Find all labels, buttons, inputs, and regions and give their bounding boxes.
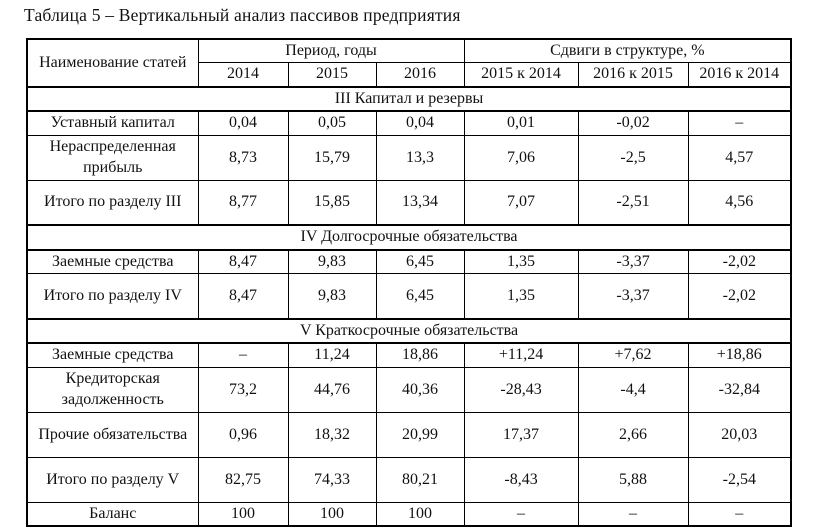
table-row: Уставный капитал 0,04 0,05 0,04 0,01 -0,… xyxy=(26,110,792,136)
cell-value: 17,37 xyxy=(463,411,579,458)
cell-value: 4,57 xyxy=(687,134,792,181)
header-row-columns: 2014 2015 2016 2015 к 2014 2016 к 2015 2… xyxy=(27,62,792,88)
cell-value: 0,04 xyxy=(197,110,289,136)
cell-value: 1,35 xyxy=(463,273,579,320)
cell-value: 20,99 xyxy=(375,411,465,458)
table-row: Заемные средства – 11,24 18,86 +11,24 +7… xyxy=(26,342,792,368)
cell-value: 5,88 xyxy=(577,456,689,503)
table-row: Итого по разделу III 8,77 15,85 13,34 7,… xyxy=(26,179,792,226)
cell-value: 80,21 xyxy=(375,456,465,503)
cell-value: 8,77 xyxy=(197,179,289,226)
cell-value: 0,01 xyxy=(463,110,579,136)
cell-value: 9,83 xyxy=(287,273,377,320)
row-label: Заемные средства xyxy=(26,249,199,275)
column-group-shifts: Сдвиги в структуре, % xyxy=(463,38,792,64)
cell-value: -3,37 xyxy=(577,273,689,320)
cell-value: – xyxy=(577,501,689,527)
table-row: Нераспределенная прибыль 8,73 15,79 13,3… xyxy=(26,134,792,181)
row-label: Нераспределенная прибыль xyxy=(26,134,199,181)
table-row: Итого по разделу IV 8,47 9,83 6,45 1,35 … xyxy=(26,273,792,320)
section-title: IV Долгосрочные обязательства xyxy=(26,224,792,251)
cell-value: 6,45 xyxy=(375,273,465,320)
cell-value: 74,33 xyxy=(287,456,377,503)
row-label: Заемные средства xyxy=(26,342,199,368)
section-title: V Краткосрочные обязательства xyxy=(26,317,792,345)
cell-value: 44,76 xyxy=(287,366,377,413)
cell-value: 1,35 xyxy=(463,249,579,275)
cell-value: 8,47 xyxy=(197,273,289,320)
cell-value: 100 xyxy=(287,501,377,527)
cell-value: -28,43 xyxy=(463,366,579,413)
cell-value: – xyxy=(687,110,792,136)
cell-value: +7,62 xyxy=(577,342,689,368)
cell-value: -2,02 xyxy=(687,249,792,275)
cell-value: 82,75 xyxy=(197,456,289,503)
section-header-iii: III Капитал и резервы xyxy=(26,85,792,113)
cell-value: -32,84 xyxy=(687,366,792,413)
table-row: Кредиторская задолженность 73,2 44,76 40… xyxy=(26,366,792,413)
cell-value: +18,86 xyxy=(687,342,792,368)
cell-value: 15,79 xyxy=(287,134,377,181)
column-header-2015-vs-2014: 2015 к 2014 xyxy=(463,62,579,88)
row-label: Кредиторская задолженность xyxy=(26,366,199,413)
cell-value: -8,43 xyxy=(463,456,579,503)
column-header-2015: 2015 xyxy=(287,62,377,88)
row-label: Уставный капитал xyxy=(26,110,199,136)
cell-value: -2,02 xyxy=(687,273,792,320)
cell-value: 2,66 xyxy=(577,411,689,458)
column-header-2016: 2016 xyxy=(375,62,465,88)
column-header-2016-vs-2015: 2016 к 2015 xyxy=(577,62,689,88)
cell-value: 0,96 xyxy=(197,411,289,458)
table-row: Итого по разделу V 82,75 74,33 80,21 -8,… xyxy=(26,456,792,503)
column-header-2014: 2014 xyxy=(197,62,289,88)
cell-value: 15,85 xyxy=(287,179,377,226)
row-label: Итого по разделу IV xyxy=(26,273,199,320)
column-header-name: Наименование статей xyxy=(26,38,199,88)
section-header-v: V Краткосрочные обязательства xyxy=(26,317,792,345)
cell-value: -2,54 xyxy=(687,456,792,503)
row-label: Итого по разделу V xyxy=(26,456,199,503)
cell-value: -2,5 xyxy=(577,134,689,181)
cell-value: 7,06 xyxy=(463,134,579,181)
cell-value: 9,83 xyxy=(287,249,377,275)
cell-value: 100 xyxy=(197,501,289,527)
cell-value: +11,24 xyxy=(463,342,579,368)
liabilities-analysis-table: Наименование статей Период, годы Сдвиги … xyxy=(26,38,793,528)
cell-value: 7,07 xyxy=(463,179,579,226)
cell-value: 13,34 xyxy=(375,179,465,226)
column-header-2016-vs-2014: 2016 к 2014 xyxy=(687,62,792,88)
table-row: Прочие обязательства 0,96 18,32 20,99 17… xyxy=(26,411,792,458)
section-title: III Капитал и резервы xyxy=(26,85,792,113)
row-label: Баланс xyxy=(26,501,199,527)
cell-value: – xyxy=(197,342,289,368)
cell-value: 18,86 xyxy=(375,342,465,368)
section-header-iv: IV Долгосрочные обязательства xyxy=(26,224,792,251)
cell-value: 100 xyxy=(375,501,465,527)
cell-value: -4,4 xyxy=(577,366,689,413)
cell-value: 0,04 xyxy=(375,110,465,136)
table-row-balance: Баланс 100 100 100 – – – xyxy=(26,501,792,527)
cell-value: -3,37 xyxy=(577,249,689,275)
cell-value: 40,36 xyxy=(375,366,465,413)
row-label: Итого по разделу III xyxy=(26,179,199,226)
cell-value: 4,56 xyxy=(687,179,792,226)
cell-value: 8,73 xyxy=(197,134,289,181)
cell-value: 0,05 xyxy=(287,110,377,136)
cell-value: 73,2 xyxy=(197,366,289,413)
cell-value: 6,45 xyxy=(375,249,465,275)
column-group-period: Период, годы xyxy=(197,38,465,64)
cell-value: -0,02 xyxy=(577,110,689,136)
table-row: Заемные средства 8,47 9,83 6,45 1,35 -3,… xyxy=(26,249,792,275)
header-row-groups: Наименование статей Период, годы Сдвиги … xyxy=(26,38,792,88)
cell-value: – xyxy=(463,501,579,527)
cell-value: 20,03 xyxy=(687,411,792,458)
table-caption: Таблица 5 – Вертикальный анализ пассивов… xyxy=(24,5,461,25)
cell-value: 13,3 xyxy=(375,134,465,181)
cell-value: 8,47 xyxy=(197,249,289,275)
cell-value: -2,51 xyxy=(577,179,689,226)
cell-value: 11,24 xyxy=(287,342,377,368)
row-label: Прочие обязательства xyxy=(26,411,199,458)
cell-value: 18,32 xyxy=(287,411,377,458)
cell-value: – xyxy=(687,501,792,527)
